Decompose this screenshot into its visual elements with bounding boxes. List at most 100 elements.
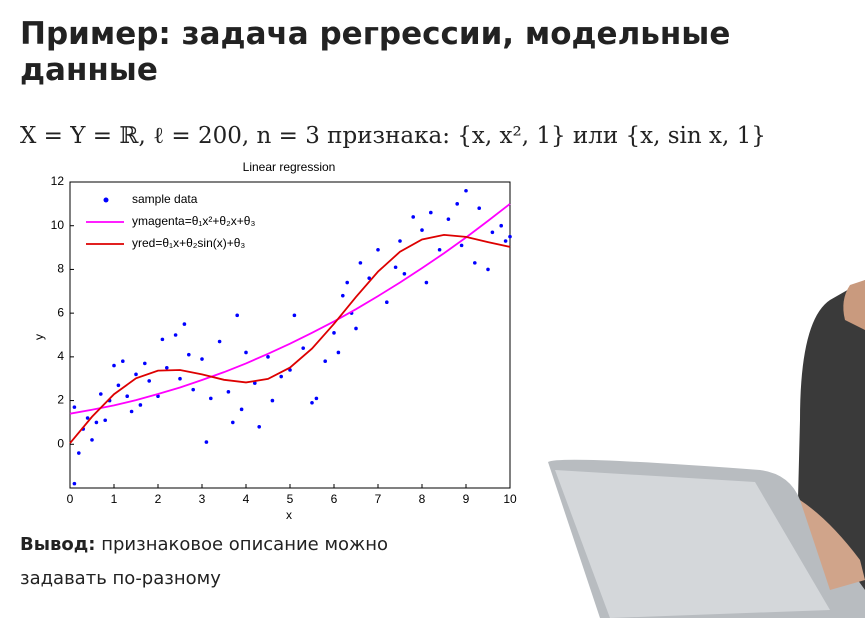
data-point bbox=[191, 387, 195, 392]
data-point bbox=[292, 313, 297, 318]
y-tick-label: 2 bbox=[57, 393, 64, 407]
data-point bbox=[147, 379, 151, 383]
data-point bbox=[486, 267, 490, 272]
data-point bbox=[358, 261, 363, 265]
data-point bbox=[279, 374, 284, 379]
data-point bbox=[121, 359, 125, 364]
data-point bbox=[94, 420, 99, 425]
data-point bbox=[239, 407, 244, 412]
data-point bbox=[72, 481, 77, 486]
chart-title: Linear regression bbox=[243, 160, 336, 174]
x-tick-label: 1 bbox=[111, 492, 118, 506]
data-point bbox=[235, 313, 239, 318]
y-axis-label: y bbox=[32, 334, 46, 340]
data-point bbox=[341, 293, 345, 298]
data-point bbox=[173, 333, 178, 337]
data-point bbox=[323, 359, 328, 364]
data-point bbox=[459, 243, 464, 248]
data-point bbox=[99, 392, 103, 396]
data-point bbox=[490, 230, 495, 235]
data-point bbox=[398, 239, 402, 243]
data-point bbox=[332, 331, 336, 335]
y-tick-label: 10 bbox=[51, 218, 65, 232]
data-point bbox=[455, 202, 460, 206]
data-point bbox=[266, 355, 270, 359]
data-point bbox=[103, 418, 107, 423]
presenter-hand bbox=[800, 500, 865, 590]
data-point bbox=[464, 188, 468, 193]
data-point bbox=[354, 326, 358, 331]
data-point bbox=[160, 337, 165, 342]
x-tick-label: 2 bbox=[155, 492, 162, 506]
data-point bbox=[138, 403, 143, 407]
data-point bbox=[244, 350, 248, 355]
data-point bbox=[402, 272, 407, 276]
data-point bbox=[429, 210, 433, 215]
y-tick-label: 8 bbox=[57, 262, 64, 276]
data-point bbox=[420, 228, 424, 232]
y-tick-label: 4 bbox=[57, 349, 64, 363]
fit-line bbox=[69, 203, 511, 415]
data-point bbox=[204, 440, 209, 444]
data-point bbox=[178, 376, 182, 381]
y-tick-label: 0 bbox=[57, 436, 64, 450]
data-point bbox=[200, 357, 204, 361]
data-point bbox=[367, 276, 372, 280]
data-point bbox=[345, 280, 350, 285]
data-point bbox=[376, 247, 380, 252]
data-point bbox=[112, 363, 116, 368]
data-point bbox=[156, 394, 160, 399]
data-point bbox=[72, 405, 77, 409]
data-point bbox=[503, 239, 508, 243]
data-point bbox=[90, 438, 94, 442]
conclusion-text: признаковое описание можно задавать по-р… bbox=[20, 534, 389, 589]
data-point bbox=[231, 420, 235, 425]
data-point bbox=[165, 365, 169, 370]
data-point bbox=[187, 352, 191, 357]
data-point bbox=[411, 215, 416, 219]
x-tick-label: 6 bbox=[331, 492, 338, 506]
data-point bbox=[393, 265, 398, 270]
data-point bbox=[473, 261, 477, 265]
data-point bbox=[301, 346, 306, 350]
formula: X = Y = ℝ, ℓ = 200, n = 3 признака: {x, … bbox=[20, 123, 766, 149]
legend-label: yred=θ₁x+θ₂sin(x)+θ₃ bbox=[132, 236, 245, 250]
data-point bbox=[508, 234, 512, 239]
data-point bbox=[499, 223, 504, 228]
data-point bbox=[143, 361, 147, 366]
data-point bbox=[477, 206, 482, 211]
y-tick-label: 12 bbox=[51, 174, 65, 188]
data-point bbox=[437, 247, 442, 252]
fit-line bbox=[69, 233, 511, 444]
data-point bbox=[288, 368, 292, 372]
data-point bbox=[446, 217, 451, 221]
data-point bbox=[134, 372, 138, 377]
x-tick-label: 0 bbox=[67, 492, 74, 506]
data-point bbox=[424, 280, 429, 285]
slide-title: Пример: задача регрессии, модельные данн… bbox=[20, 16, 731, 88]
legend-marker bbox=[103, 197, 109, 203]
data-point bbox=[257, 425, 262, 429]
data-point bbox=[217, 339, 222, 344]
x-tick-label: 3 bbox=[199, 492, 206, 506]
x-tick-label: 4 bbox=[243, 492, 250, 506]
presenter-face bbox=[843, 280, 865, 330]
x-tick-label: 5 bbox=[287, 492, 294, 506]
data-point bbox=[336, 350, 341, 355]
data-point bbox=[182, 322, 187, 326]
x-tick-label: 8 bbox=[419, 492, 426, 506]
data-point bbox=[253, 381, 257, 385]
laptop-lid bbox=[555, 470, 830, 618]
data-point bbox=[385, 300, 389, 305]
legend-label: sample data bbox=[132, 192, 198, 206]
data-point bbox=[270, 398, 275, 403]
data-point bbox=[85, 416, 90, 420]
x-tick-label: 9 bbox=[463, 492, 470, 506]
conclusion-label: Вывод: bbox=[20, 534, 96, 555]
x-tick-label: 10 bbox=[503, 492, 517, 506]
data-point bbox=[226, 390, 231, 394]
conclusion: Вывод: признаковое описание можно задава… bbox=[20, 528, 410, 596]
